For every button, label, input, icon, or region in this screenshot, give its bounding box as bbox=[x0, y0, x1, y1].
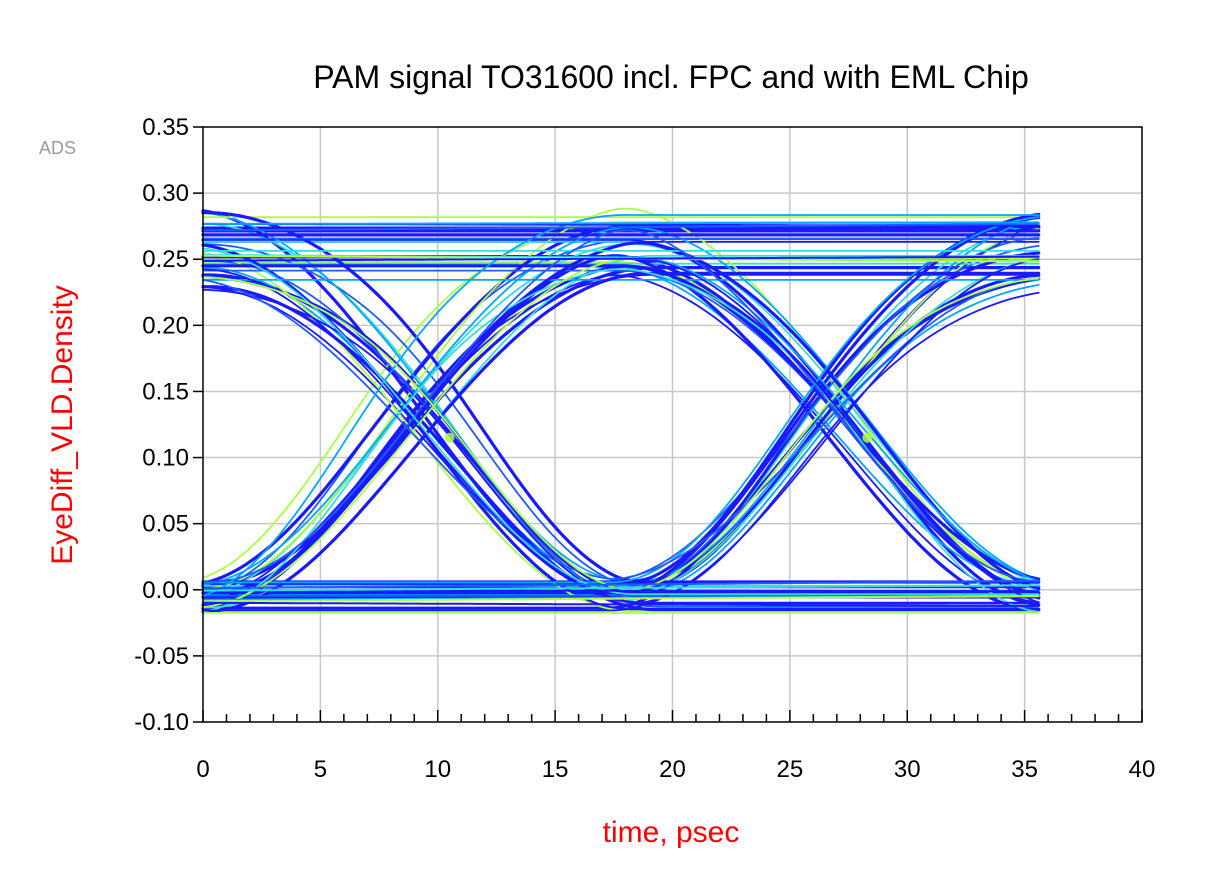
level-trace bbox=[202, 584, 1040, 592]
y-tick-label: -0.10 bbox=[134, 709, 189, 736]
eye-trace bbox=[202, 258, 1040, 612]
eye-trace bbox=[202, 214, 1040, 597]
y-tick-label: 0.30 bbox=[142, 180, 189, 207]
level-trace bbox=[202, 222, 1040, 232]
eye-trace bbox=[202, 216, 1040, 584]
x-tick-label: 30 bbox=[894, 756, 921, 783]
level-trace bbox=[202, 579, 1040, 590]
eye-trace bbox=[201, 285, 1041, 612]
y-tick-label: 0.35 bbox=[142, 114, 189, 141]
y-tick-label: 0.20 bbox=[142, 312, 189, 339]
x-tick-label: 0 bbox=[196, 756, 209, 783]
eye-trace bbox=[202, 268, 1040, 613]
eye-trace bbox=[202, 255, 1040, 582]
eye-trace bbox=[201, 241, 1041, 595]
eye-traces bbox=[201, 207, 1041, 614]
x-tick-label: 20 bbox=[659, 756, 686, 783]
y-tick-label: 0.15 bbox=[142, 378, 189, 405]
x-tick-label: 15 bbox=[542, 756, 569, 783]
eye-trace bbox=[202, 227, 1040, 598]
eye-trace bbox=[201, 264, 1041, 581]
level-trace bbox=[202, 255, 1040, 262]
y-axis-label: EyeDiff_VLD.Density bbox=[46, 285, 79, 565]
x-tick-label: 10 bbox=[424, 756, 451, 783]
y-tick-label: 0.05 bbox=[142, 511, 189, 538]
eye-trace bbox=[202, 207, 1040, 590]
eye-trace bbox=[201, 251, 1041, 610]
eye-trace bbox=[202, 251, 1040, 612]
grid bbox=[203, 127, 1142, 722]
axis-ticks bbox=[193, 126, 1143, 723]
x-tick-label: 40 bbox=[1129, 756, 1156, 783]
y-tick-label: 0.25 bbox=[142, 246, 189, 273]
x-axis-label: time, psec bbox=[603, 816, 740, 849]
eye-trace bbox=[202, 229, 1040, 583]
chart-title: PAM signal TO31600 incl. FPC and with EM… bbox=[313, 59, 1029, 95]
level-trace bbox=[202, 601, 1040, 607]
tick-labels: 0 5 10 15 20 25 30 35 40 -0.10 -0.05 0.00 0.05 0.10 0.… bbox=[134, 114, 1155, 783]
x-tick-label: 25 bbox=[777, 756, 804, 783]
eye-trace bbox=[202, 268, 1040, 604]
ads-watermark: ADS bbox=[39, 138, 76, 158]
y-tick-label: -0.05 bbox=[134, 643, 189, 670]
y-tick-label: 0.10 bbox=[142, 445, 189, 472]
x-tick-label: 5 bbox=[314, 756, 327, 783]
eye-trace bbox=[202, 277, 1040, 580]
eye-trace bbox=[202, 276, 1040, 591]
x-tick-label: 35 bbox=[1011, 756, 1038, 783]
level-trace bbox=[202, 221, 1040, 225]
eye-crossing-marker bbox=[862, 432, 873, 443]
eye-crossing-marker bbox=[444, 432, 455, 443]
y-tick-label: 0.00 bbox=[142, 577, 189, 604]
level-trace bbox=[202, 595, 1040, 603]
eye-trace bbox=[202, 247, 1040, 596]
eye-trace bbox=[202, 273, 1040, 599]
eye-trace bbox=[201, 271, 1041, 614]
